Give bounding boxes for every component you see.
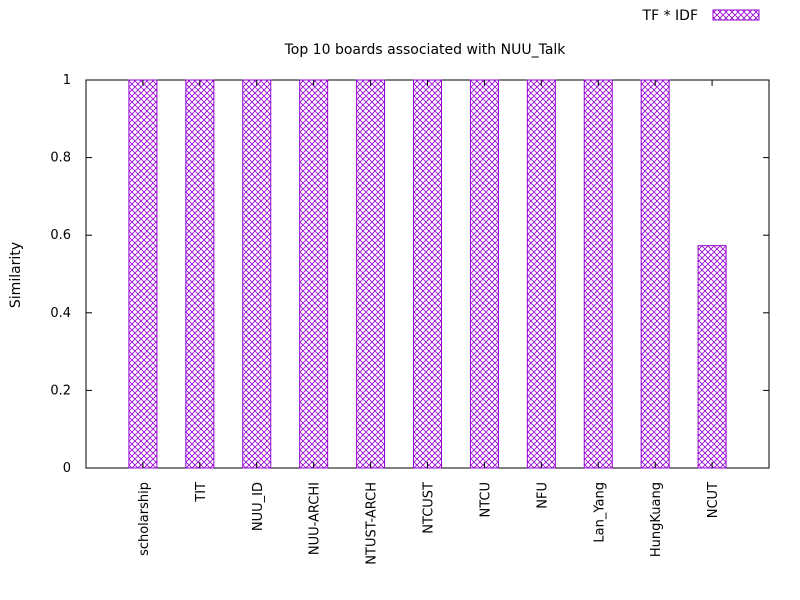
x-tick-label: NTCU <box>478 482 493 518</box>
legend: TF * IDF <box>642 8 760 24</box>
x-tick-label: Lan_Yang <box>592 482 607 543</box>
bar-series <box>128 79 727 469</box>
y-tick-label: 0.8 <box>50 151 71 166</box>
x-tick-label: scholarship <box>137 482 152 556</box>
legend-swatch <box>712 9 760 21</box>
y-axis: 0 0.2 0.4 0.6 0.8 1 <box>50 73 769 476</box>
y-tick-label: 0.6 <box>50 228 71 243</box>
bar-hungkuang <box>640 79 670 469</box>
bar-lan-yang <box>583 79 613 469</box>
bar-ntcust <box>413 79 442 469</box>
y-tick-label: 1 <box>63 73 71 88</box>
x-tick-label: NCUT <box>706 482 721 518</box>
x-tick-label: NFU <box>535 482 550 509</box>
bar-scholarship <box>128 79 158 469</box>
x-tick-label: TIT <box>194 482 209 503</box>
bar-nfu <box>526 79 556 469</box>
legend-label: TF * IDF <box>642 8 698 24</box>
x-tick-label: HungKuang <box>649 482 664 557</box>
bar-nuu-archi <box>299 79 329 469</box>
bar-ntust-arch <box>356 79 386 469</box>
x-tick-label: NUU-ARCHI <box>308 482 323 555</box>
y-tick-label: 0 <box>63 461 71 476</box>
bar-ntcu <box>469 79 499 469</box>
x-tick-label: NUU_ID <box>251 482 266 531</box>
x-tick-label: NTCUST <box>422 482 437 534</box>
x-axis: scholarship TIT NUU_ID NUU-ARCHI NTUST-ARCH N… <box>137 80 721 565</box>
chart-title: Top 10 boards associated with NUU_Talk <box>284 42 567 58</box>
bar-tit <box>185 79 215 469</box>
x-tick-label: NTUST-ARCH <box>365 482 380 565</box>
bar-nuu-id <box>242 79 272 469</box>
y-axis-title: Similarity <box>8 242 24 308</box>
y-tick-label: 0.2 <box>50 383 71 398</box>
y-tick-label: 0.4 <box>50 306 71 321</box>
bar-ncut <box>697 245 727 469</box>
